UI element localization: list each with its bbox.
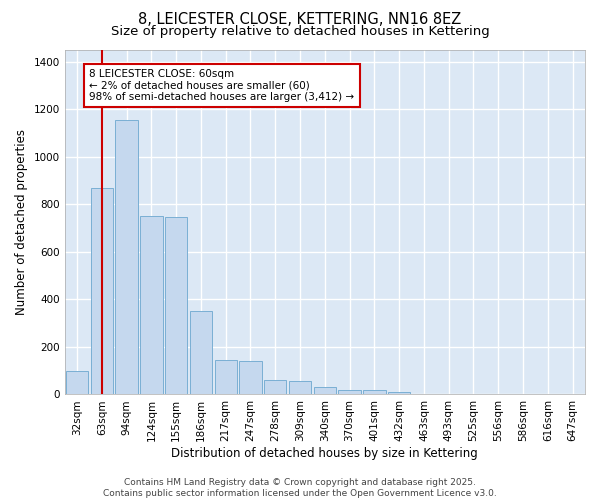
Bar — [91, 188, 113, 394]
Bar — [190, 312, 212, 394]
Bar — [140, 216, 163, 394]
Text: 8, LEICESTER CLOSE, KETTERING, NN16 8EZ: 8, LEICESTER CLOSE, KETTERING, NN16 8EZ — [139, 12, 461, 28]
Bar — [239, 361, 262, 394]
Bar — [338, 390, 361, 394]
Text: Contains HM Land Registry data © Crown copyright and database right 2025.
Contai: Contains HM Land Registry data © Crown c… — [103, 478, 497, 498]
Bar — [215, 360, 237, 394]
Y-axis label: Number of detached properties: Number of detached properties — [15, 129, 28, 315]
Bar — [165, 218, 187, 394]
Text: Size of property relative to detached houses in Kettering: Size of property relative to detached ho… — [110, 25, 490, 38]
X-axis label: Distribution of detached houses by size in Kettering: Distribution of detached houses by size … — [172, 447, 478, 460]
Bar — [388, 392, 410, 394]
Bar — [264, 380, 286, 394]
Bar — [314, 388, 336, 394]
Bar — [66, 370, 88, 394]
Bar — [363, 390, 386, 394]
Bar — [289, 382, 311, 394]
Text: 8 LEICESTER CLOSE: 60sqm
← 2% of detached houses are smaller (60)
98% of semi-de: 8 LEICESTER CLOSE: 60sqm ← 2% of detache… — [89, 69, 355, 102]
Bar — [115, 120, 138, 394]
